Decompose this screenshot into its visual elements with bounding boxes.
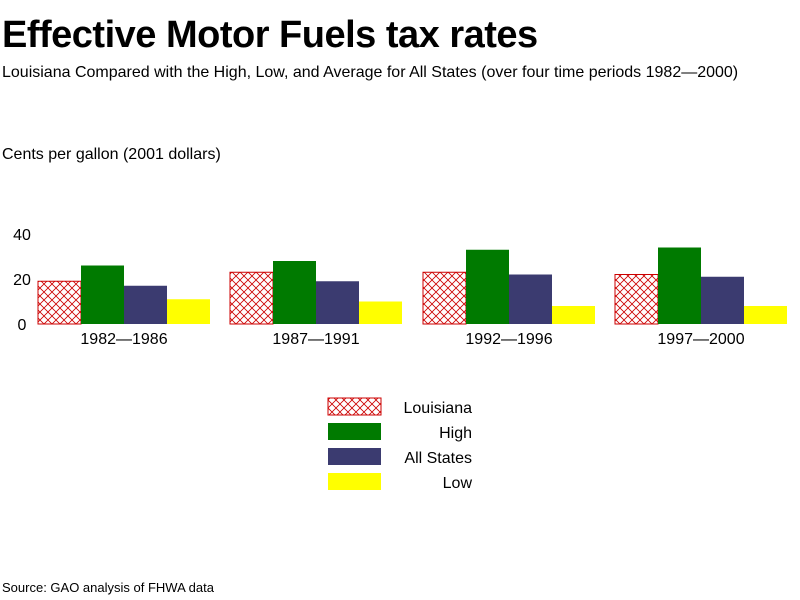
source-note: Source: GAO analysis of FHWA data xyxy=(2,580,214,595)
chart-title: Effective Motor Fuels tax rates xyxy=(2,14,538,56)
x-tick-label: 1992—1996 xyxy=(465,331,552,348)
y-axis: 0 20 40 xyxy=(13,227,31,334)
legend-label-all-states: All States xyxy=(404,450,472,467)
y-tick-label: 20 xyxy=(13,272,31,289)
x-tick-label: 1987—1991 xyxy=(272,331,359,348)
chart-subtitle: Louisiana Compared with the High, Low, a… xyxy=(2,64,739,81)
bar-all-states-1992-1996 xyxy=(509,274,552,324)
bar-all-states-1982-1986 xyxy=(124,285,167,324)
bar-louisiana-1997-2000 xyxy=(614,274,659,325)
y-tick-label: 0 xyxy=(18,317,27,334)
bar-low-1987-1991 xyxy=(359,301,402,324)
bar-high-1992-1996 xyxy=(466,249,509,324)
legend-swatch-louisiana xyxy=(327,397,382,416)
x-tick-label: 1997—2000 xyxy=(657,331,744,348)
legend-label-low: Low xyxy=(443,475,473,492)
bar-all-states-1987-1991 xyxy=(316,281,359,324)
x-axis: 1982—1986 1987—1991 1992—1996 1997—2000 xyxy=(80,331,744,348)
bar-chart: 0 20 40 1982—1986 1987—1991 1992—1996 1997—20… xyxy=(13,227,787,348)
bar-high-1997-2000 xyxy=(658,247,701,324)
bar-low-1997-2000 xyxy=(744,306,787,324)
bars-group xyxy=(37,247,787,325)
bar-high-1987-1991 xyxy=(273,261,316,324)
legend-label-high: High xyxy=(439,425,472,442)
legend-swatch-low xyxy=(328,473,381,490)
x-tick-label: 1982—1986 xyxy=(80,331,167,348)
legend-swatch-all-states xyxy=(328,448,381,465)
bar-high-1982-1986 xyxy=(81,265,124,324)
y-tick-label: 40 xyxy=(13,227,31,244)
legend: Louisiana High All States Low xyxy=(327,397,473,492)
bar-louisiana-1982-1986 xyxy=(37,280,82,325)
bar-low-1992-1996 xyxy=(552,306,595,324)
legend-label-louisiana: Louisiana xyxy=(404,400,473,417)
bar-low-1982-1986 xyxy=(167,299,210,324)
y-axis-units-label: Cents per gallon (2001 dollars) xyxy=(2,146,221,163)
bar-louisiana-1992-1996 xyxy=(422,271,467,325)
bar-all-states-1997-2000 xyxy=(701,276,744,324)
legend-swatch-high xyxy=(328,423,381,440)
